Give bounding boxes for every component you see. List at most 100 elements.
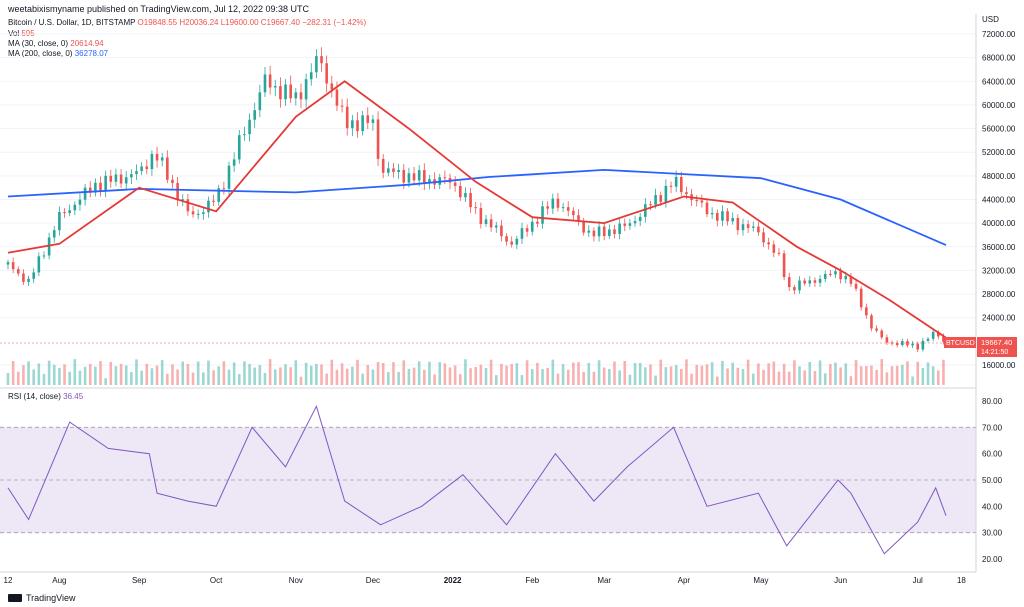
volume-bar bbox=[705, 364, 709, 385]
candle-body bbox=[263, 74, 267, 93]
volume-bar bbox=[412, 367, 416, 385]
price-tick-label: 32000.00 bbox=[982, 266, 1016, 275]
candle-body bbox=[27, 278, 30, 282]
candle-body bbox=[638, 216, 642, 222]
candle-body bbox=[458, 185, 462, 198]
volume-bar bbox=[166, 373, 169, 385]
volume-bar bbox=[448, 367, 452, 385]
volume-bar bbox=[294, 360, 298, 385]
candle-body bbox=[880, 330, 884, 338]
volume-bar bbox=[844, 363, 848, 385]
volume-bar bbox=[181, 361, 185, 385]
time-tick-label: Aug bbox=[52, 576, 66, 585]
time-tick-label: Dec bbox=[366, 576, 380, 585]
candle-body bbox=[114, 174, 118, 182]
time-tick-label: 2022 bbox=[444, 576, 462, 585]
candle-body bbox=[212, 200, 215, 202]
candle-body bbox=[680, 176, 683, 193]
volume-bar bbox=[767, 363, 770, 385]
volume-bar bbox=[289, 367, 292, 385]
candle-body bbox=[284, 84, 287, 100]
time-tick-label: Nov bbox=[289, 576, 303, 585]
volume-bar bbox=[515, 363, 519, 385]
footer-brand[interactable]: TradingView bbox=[8, 593, 76, 603]
candle-body bbox=[551, 198, 555, 209]
candle-body bbox=[865, 307, 868, 316]
candle-body bbox=[417, 170, 421, 181]
price-tick-label: 60000.00 bbox=[982, 101, 1016, 110]
volume-bar bbox=[803, 370, 806, 385]
price-tick-label: 36000.00 bbox=[982, 243, 1016, 252]
price-tick-label: 40000.00 bbox=[982, 219, 1016, 228]
volume-bar bbox=[906, 361, 909, 385]
candle-body bbox=[489, 219, 493, 228]
candle-body bbox=[191, 211, 195, 215]
volume-bar bbox=[32, 369, 35, 385]
candle-body bbox=[248, 119, 251, 135]
ma30-value: 20614.94 bbox=[70, 39, 104, 48]
volume-bar bbox=[623, 360, 627, 385]
volume-bar bbox=[474, 366, 478, 385]
candle-body bbox=[664, 185, 668, 202]
volume-bar bbox=[217, 366, 221, 385]
volume-bar bbox=[685, 359, 688, 385]
volume-bar bbox=[798, 366, 801, 385]
volume-bar bbox=[140, 370, 143, 385]
volume-bar bbox=[284, 364, 287, 385]
candle-body bbox=[397, 169, 400, 172]
rsi-legend: RSI (14, close) 36.45 bbox=[8, 392, 83, 401]
volume-bar bbox=[751, 373, 755, 385]
candle-body bbox=[839, 271, 842, 280]
candle-body bbox=[135, 171, 138, 175]
candle-body bbox=[654, 195, 657, 205]
candle-body bbox=[582, 220, 585, 233]
candle-body bbox=[119, 174, 123, 184]
candle-body bbox=[99, 182, 102, 191]
candle-body bbox=[895, 342, 899, 346]
candle-body bbox=[325, 63, 328, 84]
time-axis: 12 Aug Sep Oct Nov Dec 2022 Feb Mar Apr May Jun Jul 1… bbox=[4, 576, 967, 585]
candle-body bbox=[315, 56, 318, 73]
candle-body bbox=[42, 255, 46, 257]
volume-bar bbox=[135, 359, 138, 385]
volume-bar bbox=[130, 372, 133, 385]
candle-body bbox=[181, 199, 185, 201]
candle-body bbox=[88, 187, 92, 193]
candle-body bbox=[479, 208, 483, 225]
badge-countdown: 14:21:50 bbox=[981, 349, 1008, 356]
candle-body bbox=[649, 204, 652, 206]
candle-body bbox=[443, 177, 447, 179]
rsi-tick-label: 70.00 bbox=[982, 423, 1003, 432]
volume-bar bbox=[736, 367, 740, 385]
publisher-line: weetabixismyname published on TradingVie… bbox=[8, 4, 310, 14]
volume-bar bbox=[196, 361, 200, 385]
volume-bar bbox=[78, 370, 82, 385]
volume-bar bbox=[628, 374, 632, 385]
volume-bar bbox=[315, 363, 318, 385]
candle-body bbox=[330, 83, 334, 90]
candle-body bbox=[16, 269, 20, 274]
volume-bar bbox=[901, 364, 904, 385]
candle-body bbox=[11, 262, 15, 270]
candle-body bbox=[572, 210, 575, 216]
candle-body bbox=[608, 229, 611, 237]
volume-bar bbox=[207, 360, 210, 385]
volume-bar bbox=[525, 360, 529, 385]
candle-body bbox=[356, 120, 359, 132]
candle-body bbox=[130, 174, 133, 178]
candle-body bbox=[78, 199, 82, 205]
candle-body bbox=[700, 200, 704, 203]
volume-bar bbox=[895, 365, 899, 385]
candle-body bbox=[916, 343, 920, 350]
candle-body bbox=[381, 158, 385, 173]
volume-bar bbox=[746, 359, 750, 385]
volume-bar bbox=[741, 369, 745, 385]
price-tick-label: 72000.00 bbox=[982, 30, 1016, 39]
candle-body bbox=[715, 212, 719, 221]
volume-bar bbox=[808, 361, 812, 385]
candle-body bbox=[145, 166, 149, 170]
rsi-tick-label: 30.00 bbox=[982, 529, 1003, 538]
candle-body bbox=[253, 110, 257, 120]
volume-bar bbox=[186, 363, 190, 385]
